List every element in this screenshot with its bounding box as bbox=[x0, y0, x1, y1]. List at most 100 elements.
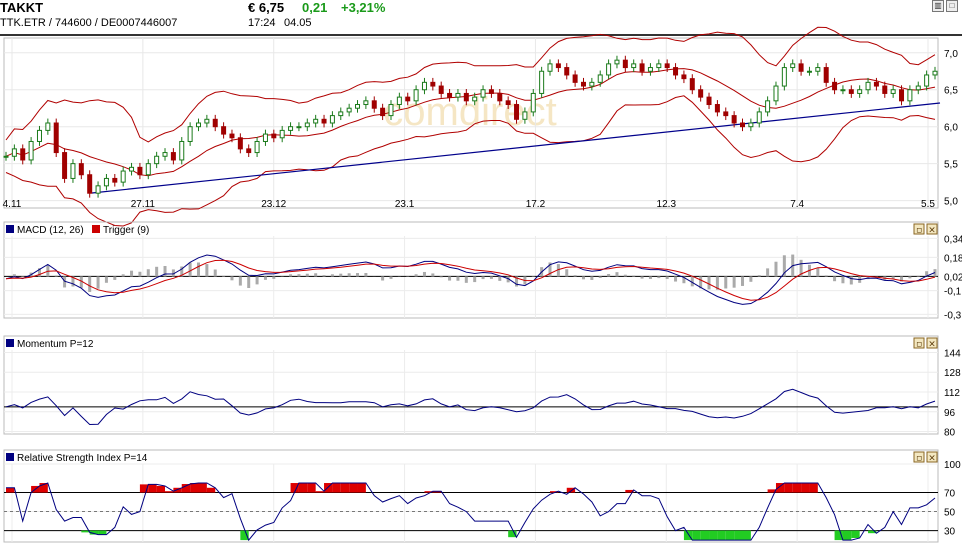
candle-body bbox=[321, 118, 327, 124]
window-icon[interactable]: □ bbox=[946, 0, 958, 12]
macd-histogram-bar bbox=[347, 273, 351, 277]
candle-body bbox=[756, 111, 762, 124]
macd-histogram-bar bbox=[581, 276, 585, 280]
last-price: € 6,75 bbox=[248, 0, 285, 15]
price-x-tick: 7.4 bbox=[790, 199, 804, 210]
macd-histogram-bar bbox=[732, 276, 736, 288]
candle-body bbox=[656, 63, 662, 69]
macd-histogram-bar bbox=[381, 276, 385, 281]
macd-grid bbox=[4, 236, 938, 318]
macd-histogram-bar bbox=[12, 274, 16, 277]
macd-histogram-bar bbox=[230, 276, 234, 281]
candle-body bbox=[522, 111, 528, 120]
candle-body bbox=[873, 81, 879, 87]
macd-histogram-bar bbox=[690, 276, 694, 287]
macd-histogram-bar bbox=[515, 276, 519, 287]
candle-body bbox=[924, 74, 930, 87]
macd-histogram-bar bbox=[71, 276, 75, 287]
rsi-line bbox=[6, 482, 936, 542]
rsi-overbought-fill bbox=[432, 491, 442, 493]
price-y-tick: 5,0 bbox=[944, 197, 958, 208]
candle-body bbox=[430, 81, 436, 87]
rsi-overbought-fill bbox=[198, 483, 207, 493]
macd-histogram-bar bbox=[305, 273, 309, 277]
candle-body bbox=[137, 166, 143, 176]
macd-histogram-bar bbox=[833, 276, 837, 282]
toolbar: ▥ □ bbox=[932, 0, 962, 12]
candle-body bbox=[170, 152, 176, 161]
settings-icon[interactable] bbox=[913, 451, 925, 463]
candle-body bbox=[421, 81, 427, 91]
settings-icon[interactable] bbox=[913, 337, 925, 349]
price-y-axis: 7,0 6,5 6,0 5,5 5,0 bbox=[944, 49, 958, 208]
macd-histogram-bar bbox=[155, 266, 159, 277]
macd-histogram-bar bbox=[548, 262, 552, 277]
candle-body bbox=[129, 166, 135, 172]
rsi-y-axis: 100 70 50 30 bbox=[944, 460, 961, 538]
macd-histogram-bar bbox=[205, 264, 209, 277]
rsi-overbought-fill bbox=[357, 483, 366, 493]
candle-body bbox=[363, 100, 369, 106]
price-x-tick: 12.3 bbox=[657, 199, 677, 210]
candle-body bbox=[271, 133, 277, 139]
trigger-line bbox=[5, 259, 936, 301]
macd-histogram-bar bbox=[925, 271, 929, 277]
y-tick: -0,1 bbox=[944, 287, 962, 298]
macd-histogram-bar bbox=[196, 262, 200, 277]
candle-body bbox=[706, 96, 712, 106]
candle-body bbox=[848, 89, 854, 94]
macd-histogram-bar bbox=[322, 275, 326, 277]
candle-body bbox=[497, 92, 503, 102]
bar-chart-icon[interactable]: ▥ bbox=[932, 0, 944, 12]
macd-histogram-bar bbox=[648, 276, 652, 279]
macd-histogram-bar bbox=[782, 255, 786, 277]
candle-body bbox=[313, 118, 319, 124]
candle-body bbox=[798, 63, 804, 72]
candle-body bbox=[11, 148, 17, 157]
close-icon[interactable] bbox=[926, 337, 938, 349]
rsi-overbought-fill bbox=[165, 491, 174, 493]
candle-body bbox=[539, 70, 545, 94]
macd-line bbox=[5, 254, 936, 305]
price-x-tick: 23.1 bbox=[395, 199, 415, 210]
rsi-overbought-fill bbox=[298, 483, 308, 493]
trigger-legend-label: Trigger (9) bbox=[103, 225, 149, 236]
trendline bbox=[91, 102, 941, 194]
macd-histogram-bar bbox=[356, 273, 360, 277]
settings-icon[interactable] bbox=[913, 223, 925, 235]
macd-histogram-bar bbox=[104, 276, 108, 283]
close-icon-glyph: × bbox=[928, 340, 936, 350]
macd-histogram-bar bbox=[498, 276, 502, 281]
candle-body bbox=[212, 118, 218, 128]
candle-body bbox=[405, 96, 411, 102]
candle-body bbox=[204, 118, 210, 124]
macd-histogram-bar bbox=[414, 274, 418, 277]
candle-body bbox=[279, 129, 285, 139]
macd-histogram-bar bbox=[565, 269, 569, 277]
macd-histogram-bar bbox=[707, 276, 711, 290]
macd-histogram-bar bbox=[607, 274, 611, 277]
candle-body bbox=[689, 78, 695, 91]
candle-body bbox=[120, 170, 126, 183]
macd-histogram-bar bbox=[766, 268, 770, 277]
macd-histogram-bar bbox=[481, 276, 485, 280]
rsi-overbought-fill bbox=[809, 483, 818, 493]
rsi-overbought-fill bbox=[206, 487, 216, 493]
rsi-overbought-fill bbox=[139, 484, 149, 493]
macd-histogram-bar bbox=[665, 276, 669, 280]
rsi-overbought-fill bbox=[332, 483, 341, 493]
rsi-grid bbox=[4, 463, 938, 542]
bollinger-lower bbox=[5, 95, 936, 227]
instrument-ids: TTK.ETR / 744600 / DE0007446007 bbox=[0, 17, 178, 29]
rsi-oversold-fill bbox=[834, 530, 843, 541]
rsi-overbought-fill bbox=[340, 483, 350, 493]
close-icon[interactable] bbox=[926, 451, 938, 463]
macd-histogram-bar bbox=[339, 273, 343, 277]
y-tick: 30 bbox=[944, 527, 956, 538]
macd-histogram-bar bbox=[88, 276, 92, 292]
candle-body bbox=[832, 81, 838, 91]
close-icon[interactable] bbox=[926, 223, 938, 235]
macd-histogram-bar bbox=[79, 276, 83, 288]
y-tick: 0,34 bbox=[944, 234, 962, 245]
